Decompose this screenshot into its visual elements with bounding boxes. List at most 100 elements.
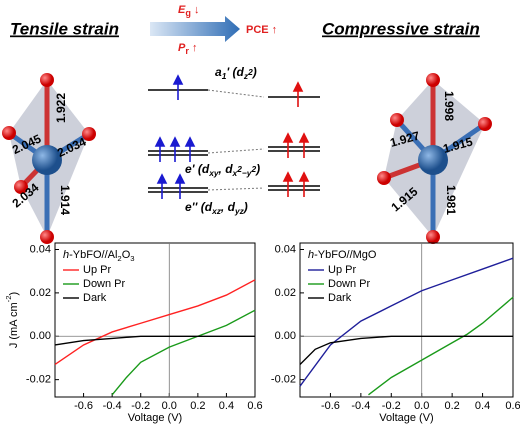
text-part: O — [122, 249, 131, 261]
text-part: ) — [242, 200, 248, 214]
x-tick-label: 0.4 — [475, 400, 490, 412]
text-part: h — [308, 249, 314, 261]
eg-label: Eg ↓ — [178, 4, 199, 19]
x-axis-label: Voltage (V) — [379, 412, 433, 424]
text-part: e'' ( — [185, 200, 207, 214]
x-tick-label: 0.2 — [190, 400, 205, 412]
tensile-label: Tensile strain — [10, 19, 119, 38]
y-tick-label: 0.02 — [275, 287, 296, 299]
text-part: PCE ↑ — [246, 24, 277, 36]
text-part: -2 — [4, 295, 13, 302]
x-tick-label: -0.2 — [382, 400, 401, 412]
x-axis-label: Voltage (V) — [128, 412, 182, 424]
y-tick-label: 0.02 — [30, 287, 51, 299]
text-part: 1 — [222, 71, 227, 81]
x-tick-label: 0.0 — [414, 400, 429, 412]
text-part: 2 — [250, 164, 256, 174]
x-tick-label: 0.2 — [444, 400, 459, 412]
text-part: -YbFO//MgO — [314, 249, 377, 261]
text-part: d — [228, 200, 236, 214]
series-line — [54, 279, 256, 366]
plot-frame — [54, 242, 256, 398]
y-tick-label: -0.02 — [271, 374, 296, 386]
y-tick-label: 0.04 — [30, 243, 51, 255]
series-line — [299, 335, 513, 365]
text-part: ↓ — [191, 4, 200, 16]
bond-length: 1.998 — [442, 91, 456, 121]
text-part: z — [243, 71, 249, 81]
text-part: a — [215, 65, 222, 79]
text-part: −y — [242, 168, 252, 178]
text-part: , — [220, 200, 228, 214]
text-part: yz — [234, 206, 245, 216]
text-part: 2 — [236, 164, 242, 174]
legend-label: Dark — [83, 292, 107, 304]
spin-arrows — [154, 74, 310, 199]
text-part: P — [178, 42, 186, 54]
text-part: d — [225, 162, 233, 176]
series-line — [111, 309, 256, 396]
series-line — [299, 257, 514, 387]
bond-length: 1.914 — [58, 185, 72, 215]
pr-label: Pr ↑ — [178, 42, 197, 57]
text-part: 2 — [247, 67, 253, 77]
pce-label: PCE ↑ — [246, 24, 277, 36]
text-part: e' ( — [185, 162, 204, 176]
plot-frame — [299, 242, 514, 398]
x-tick-label: 0.4 — [219, 400, 234, 412]
octahedron-right — [377, 73, 492, 244]
legend-label: Dark — [328, 292, 352, 304]
text-part: d — [202, 162, 210, 176]
text-part: -YbFO//Al — [69, 249, 117, 261]
text-part: , — [218, 162, 226, 176]
text-part: x — [232, 168, 238, 178]
text-part: E — [178, 4, 186, 16]
x-tick-label: -0.6 — [74, 400, 93, 412]
text-part: g — [185, 8, 191, 18]
text-part: r — [185, 46, 189, 56]
text-part: ↑ — [189, 42, 198, 54]
text-part: 2 — [117, 254, 121, 263]
x-tick-label: -0.6 — [321, 400, 340, 412]
text-part: h — [63, 249, 69, 261]
text-part: 3 — [130, 254, 134, 263]
text-part: ' ( — [226, 65, 238, 79]
x-tick-label: 0.6 — [247, 400, 262, 412]
annotation: h-YbFO//MgO — [308, 249, 377, 261]
text-part: xy — [208, 168, 219, 178]
orbital-label: e' (dxy, dx2−y2) — [185, 162, 260, 178]
legend-label: Down Pr — [83, 278, 126, 290]
text-part: ) — [8, 292, 20, 296]
energy-levels — [148, 89, 320, 193]
x-tick-label: -0.4 — [351, 400, 370, 412]
bond-length: 1.922 — [54, 93, 68, 123]
legend-label: Up Pr — [83, 264, 111, 276]
x-tick-label: -0.4 — [103, 400, 122, 412]
legend-label: Up Pr — [328, 264, 356, 276]
annotation: h-YbFO//Al2O3 — [63, 249, 135, 263]
compressive-label: Compressive strain — [322, 19, 480, 38]
text-part: J (mA cm — [8, 302, 20, 348]
series-line — [368, 296, 514, 396]
y-tick-label: 0.00 — [30, 330, 51, 342]
x-tick-label: 0.0 — [162, 400, 177, 412]
arrow — [150, 16, 240, 42]
text-part: ) — [251, 65, 257, 79]
y-tick-label: 0.04 — [275, 243, 296, 255]
x-tick-label: -0.2 — [131, 400, 150, 412]
x-tick-label: 0.6 — [505, 400, 520, 412]
orbital-label: e'' (dxz, dyz) — [185, 200, 248, 216]
text-part: ) — [254, 162, 260, 176]
text-part: d — [237, 65, 245, 79]
y-axis-label: J (mA cm-2) — [4, 292, 20, 348]
bond-length: 1.981 — [444, 185, 458, 215]
series-line — [54, 335, 255, 346]
text-part: d — [205, 200, 213, 214]
y-tick-label: 0.00 — [275, 330, 296, 342]
text-part: xz — [211, 206, 222, 216]
y-tick-label: -0.02 — [26, 374, 51, 386]
octahedron-left — [2, 73, 96, 244]
legend-label: Down Pr — [328, 278, 371, 290]
orbital-label: a1' (dz2) — [215, 65, 257, 81]
